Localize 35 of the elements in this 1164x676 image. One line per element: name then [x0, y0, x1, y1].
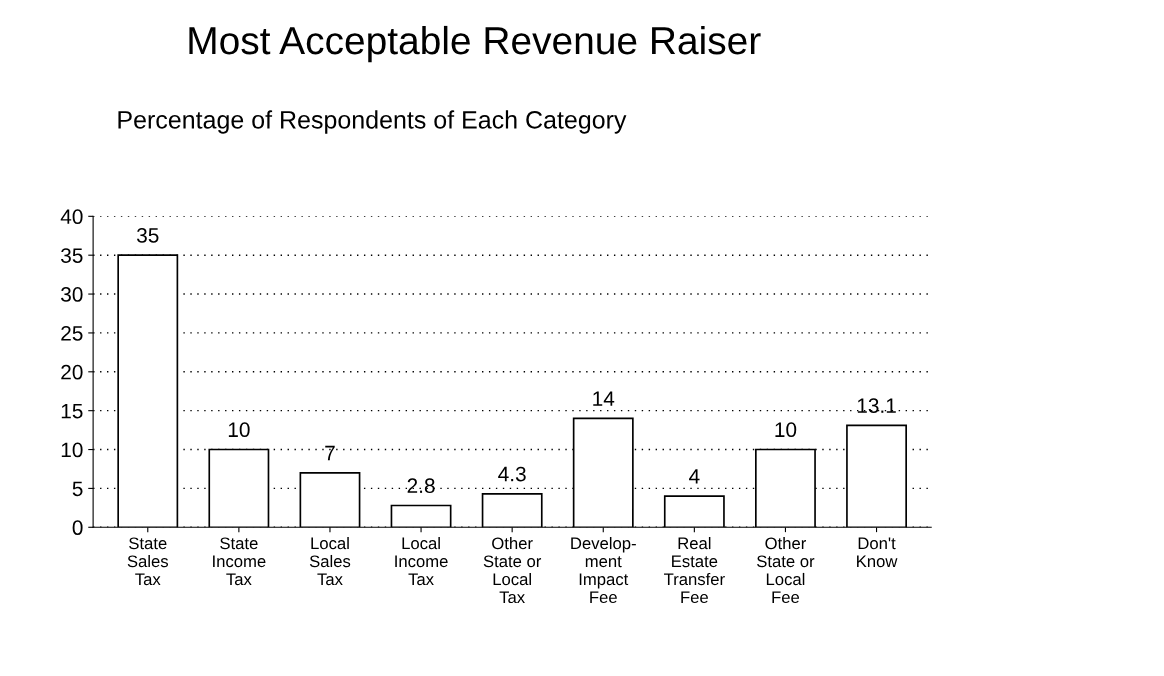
data-label: 4.3 [498, 466, 526, 482]
bar [117, 254, 179, 528]
data-label: 7 [325, 445, 335, 461]
chart-subtitle: Percentage of Respondents of Each Category [118, 110, 627, 134]
x-tick-label: State Sales Tax [127, 537, 169, 586]
x-tick-label: Real Estate Transfer Fee [664, 537, 725, 604]
y-tick-label: 40 [60, 209, 83, 225]
x-tick-label: Other State or Local Fee [757, 537, 815, 604]
x-tick-label: Other State or Local Tax [483, 537, 542, 604]
bar [663, 495, 725, 528]
y-tick-label: 5 [72, 481, 83, 497]
data-label: 10 [775, 422, 797, 438]
y-tick-label: 35 [61, 248, 83, 263]
data-label: 2.8 [407, 478, 435, 494]
bar [481, 493, 543, 528]
x-tick-label: State Income Tax [213, 537, 266, 586]
y-tick-label: 25 [61, 325, 83, 341]
x-tick-label: Don't Know [857, 537, 898, 568]
chart-title: Most Acceptable Revenue Raiser [189, 25, 761, 63]
bar [208, 448, 270, 528]
y-tick-label: 20 [61, 364, 83, 380]
bar [390, 504, 452, 528]
y-tick-label: 15 [61, 403, 83, 419]
data-label: 4 [689, 469, 700, 484]
x-tick-label: Local Sales Tax [309, 537, 351, 586]
y-tick-label: 0 [72, 520, 83, 536]
data-label: 13.1 [857, 398, 896, 413]
x-tick-label: Develop- ment Impact Fee [571, 537, 636, 604]
y-tick-label: 30 [61, 287, 83, 302]
data-label: 10 [228, 422, 250, 438]
data-label: 35 [136, 227, 159, 243]
y-tick-label: 10 [61, 442, 83, 458]
data-label: 14 [593, 391, 615, 406]
x-tick-label: Local Income Tax [395, 537, 448, 586]
bar [299, 472, 361, 528]
